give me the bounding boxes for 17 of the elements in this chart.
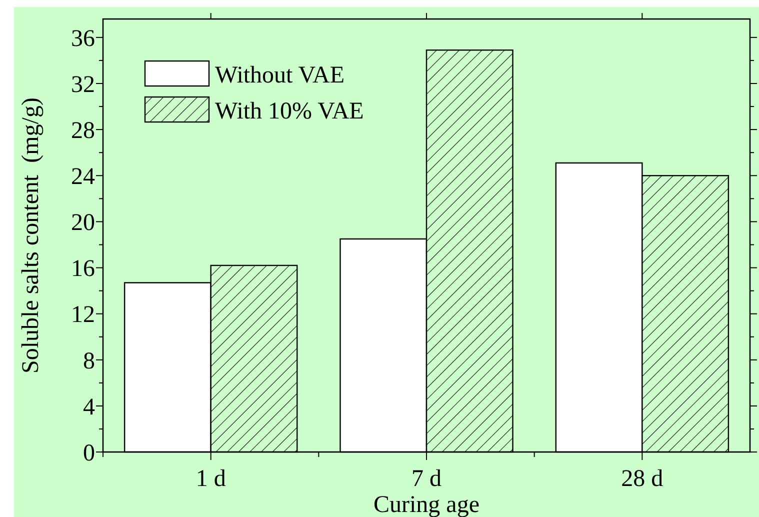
y-tick-label: 20 [71,210,95,236]
y-axis-title: Soluble salts content (mg/g) [18,98,44,374]
y-tick-label: 28 [71,118,95,144]
y-tick-label: 36 [71,26,95,52]
x-tick-label: 1 d [196,466,226,492]
y-tick-label: 16 [71,256,95,282]
x-tick-label: 28 d [621,466,664,492]
y-tick-label: 12 [71,302,95,328]
y-tick-label: 32 [71,72,95,98]
x-axis-title: Curing age [374,492,480,517]
y-tick-label: 8 [83,348,95,374]
legend-label: Without VAE [215,62,344,88]
y-tick-label: 24 [71,164,95,190]
x-tick-label: 7 d [412,466,442,492]
y-tick-label: 0 [83,440,95,466]
legend-label: With 10% VAE [215,98,364,124]
y-tick-label: 4 [83,394,95,420]
